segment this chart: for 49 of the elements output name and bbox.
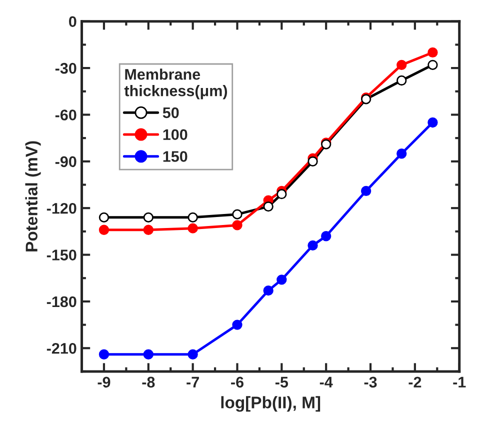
y-tick-label: -30: [55, 62, 76, 74]
legend-label: 150: [163, 151, 188, 162]
y-tick-label: -180: [46, 296, 76, 308]
point: [232, 220, 242, 230]
point: [396, 148, 407, 159]
x-tick-label: -9: [98, 376, 110, 388]
point: [98, 349, 110, 360]
y-axis-title: Potential (mV): [25, 141, 41, 252]
point: [263, 201, 274, 212]
x-tick-label: -3: [364, 376, 377, 388]
point: [428, 47, 438, 58]
y-tick-label: -150: [46, 250, 76, 260]
point: [188, 349, 198, 360]
x-tick-label: -6: [231, 376, 244, 388]
x-tick-label: -1: [453, 376, 466, 388]
point: [98, 212, 110, 223]
y-tick-label: -210: [46, 343, 76, 354]
x-tick-label: -4: [320, 376, 333, 388]
point: [232, 209, 242, 220]
legend-label: 100: [163, 129, 188, 140]
x-tick-label: -2: [408, 376, 422, 388]
x-tick-label: -5: [275, 376, 288, 388]
y-tick-label: 0: [69, 16, 76, 28]
y-tick-label: -60: [55, 110, 76, 120]
point: [321, 231, 332, 242]
point: [276, 274, 287, 285]
point: [276, 189, 287, 200]
y-tick-label: -90: [55, 156, 76, 168]
point: [143, 349, 154, 360]
point: [143, 212, 154, 223]
point: [396, 75, 407, 86]
point: [98, 224, 110, 235]
point: [188, 212, 198, 223]
y-tick-label: -120: [46, 202, 76, 214]
point: [396, 60, 407, 70]
point: [188, 223, 198, 234]
point: [360, 186, 372, 196]
point: [308, 156, 318, 166]
legend-title: Membrane thickness(μm): [124, 68, 228, 100]
x-tick-label: -7: [186, 376, 199, 388]
x-axis-title: log[Pb(II), M]: [221, 396, 320, 412]
point: [143, 224, 154, 235]
legend-label: 50: [162, 107, 179, 118]
point: [428, 60, 438, 70]
point: [232, 320, 242, 330]
point: [263, 285, 274, 296]
x-tick-label: -8: [142, 376, 155, 388]
point: [308, 240, 318, 251]
point: [428, 117, 438, 128]
